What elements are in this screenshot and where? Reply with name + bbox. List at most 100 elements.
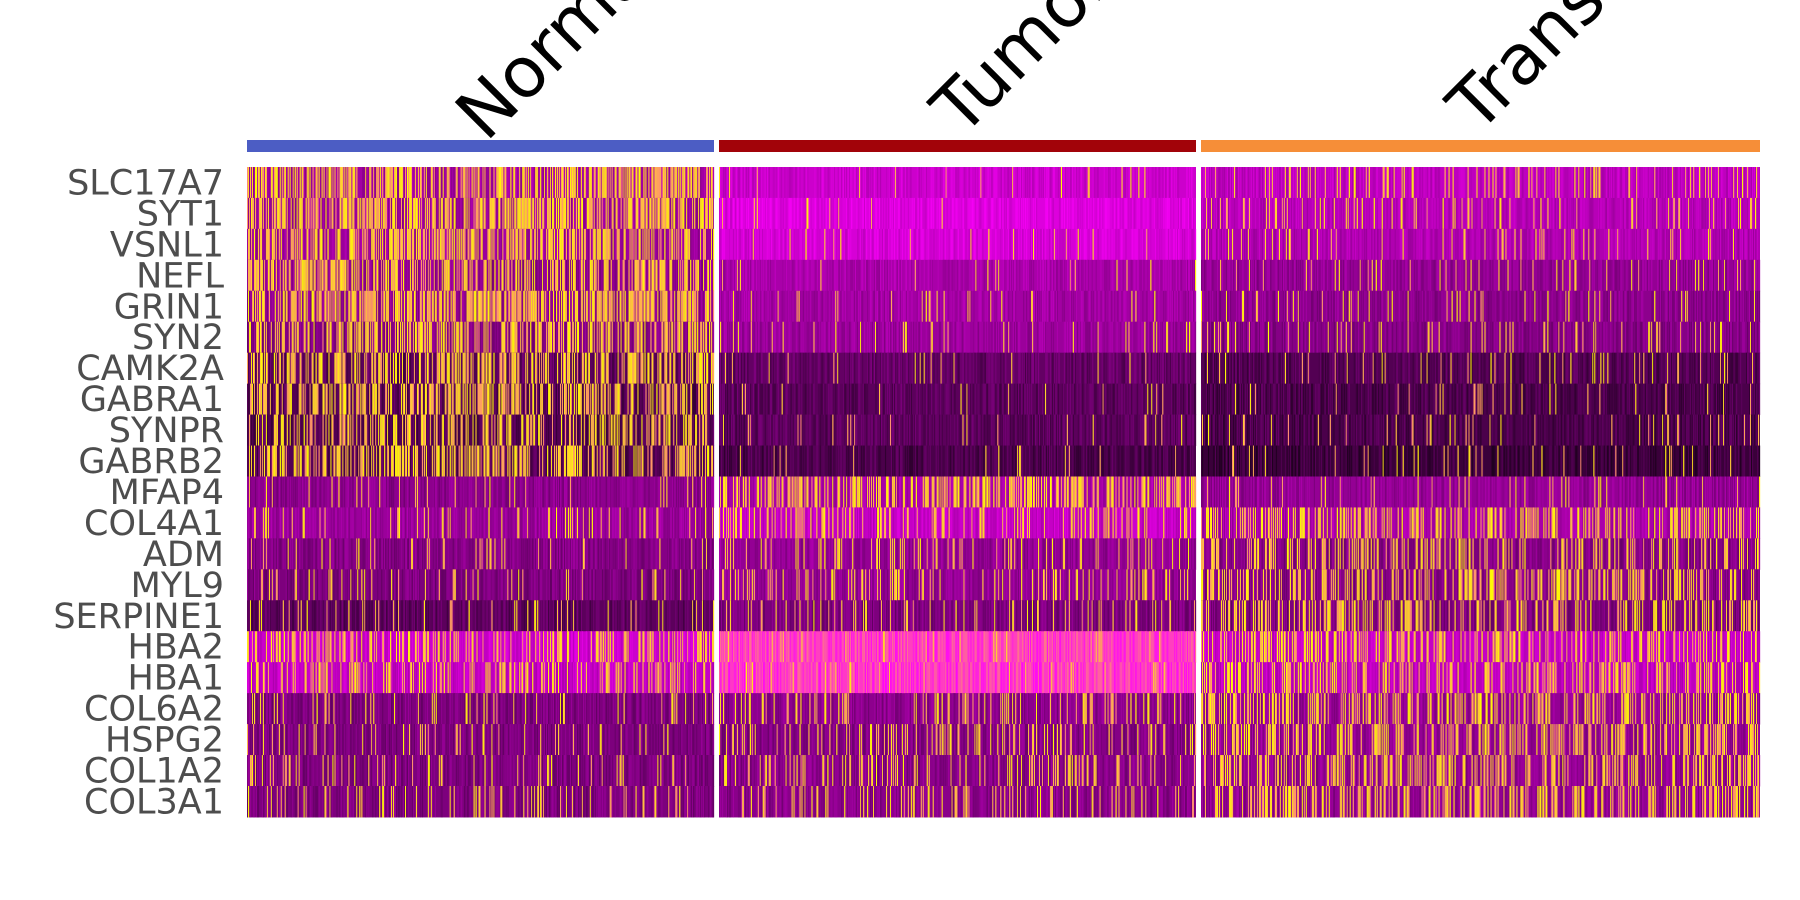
heatmap-cell — [1479, 260, 1480, 291]
heatmap-cell — [1327, 229, 1328, 260]
heatmap-cell — [720, 198, 721, 229]
heatmap-cell — [824, 260, 825, 291]
heatmap-cell — [311, 291, 312, 322]
heatmap-cell — [1376, 167, 1377, 198]
heatmap-cell — [575, 167, 576, 198]
heatmap-cell — [1133, 198, 1134, 229]
heatmap-cell — [1083, 260, 1084, 291]
heatmap-cell — [804, 167, 805, 198]
heatmap-cell — [955, 260, 956, 291]
heatmap-cell — [544, 260, 545, 291]
group-bar-tumor — [719, 140, 1196, 152]
heatmap-cell — [1447, 198, 1448, 229]
heatmap-cell — [1452, 229, 1453, 260]
heatmap-cell — [358, 229, 359, 260]
heatmap-cell — [637, 229, 638, 260]
heatmap-cell — [1227, 260, 1228, 291]
heatmap-cell — [1528, 229, 1529, 260]
heatmap-cell — [381, 291, 382, 322]
heatmap-cell — [382, 260, 383, 291]
heatmap-cell — [863, 198, 864, 229]
heatmap-cell — [875, 260, 876, 291]
heatmap-cell — [1248, 260, 1249, 291]
heatmap-cell — [1216, 198, 1217, 229]
heatmap-cell — [1106, 229, 1107, 260]
heatmap-cell — [468, 229, 469, 260]
heatmap-cell — [1271, 260, 1272, 291]
heatmap-cell — [276, 229, 277, 260]
heatmap-cell — [697, 260, 698, 291]
heatmap-cell — [1728, 198, 1729, 229]
heatmap-cell — [302, 198, 303, 229]
heatmap-cell — [1403, 260, 1404, 291]
heatmap-cell — [255, 291, 256, 322]
heatmap-cell — [806, 198, 807, 229]
heatmap-cell — [762, 229, 763, 260]
heatmap-cell — [578, 167, 579, 198]
heatmap-cell — [1419, 198, 1420, 229]
heatmap-cell — [1401, 198, 1402, 229]
heatmap-cell — [650, 229, 651, 260]
heatmap-cell — [1691, 198, 1692, 229]
heatmap-cell — [600, 167, 601, 198]
heatmap-cell — [688, 229, 689, 260]
heatmap-cell — [1117, 260, 1118, 291]
heatmap-cell — [1723, 229, 1724, 260]
heatmap-cell — [1248, 198, 1249, 229]
heatmap-cell — [1060, 167, 1061, 198]
heatmap-cell — [1524, 198, 1525, 229]
heatmap-cell — [519, 167, 520, 198]
heatmap-cell — [1606, 229, 1607, 260]
heatmap-cell — [323, 291, 324, 322]
heatmap-cell — [1497, 198, 1498, 229]
heatmap-cell — [1567, 198, 1568, 229]
heatmap-cell — [1624, 198, 1625, 229]
heatmap-cell — [1545, 167, 1546, 198]
heatmap-cell — [1651, 229, 1652, 260]
heatmap-cell — [680, 167, 681, 198]
heatmap-cell — [1660, 167, 1661, 198]
heatmap-cell — [464, 198, 465, 229]
heatmap-cell — [1530, 260, 1531, 291]
heatmap-cell — [422, 291, 423, 322]
heatmap-cell — [490, 260, 491, 291]
heatmap-cell — [962, 167, 963, 198]
heatmap-cell — [1057, 260, 1058, 291]
heatmap-cell — [728, 198, 729, 229]
heatmap-cell — [852, 260, 853, 291]
heatmap-cell — [1263, 260, 1264, 291]
heatmap-cell — [1758, 260, 1759, 291]
heatmap-cell — [1741, 198, 1742, 229]
heatmap-cell — [971, 229, 972, 260]
heatmap-cell — [556, 260, 557, 291]
heatmap-cell — [1108, 198, 1109, 229]
heatmap-cell — [274, 229, 275, 260]
heatmap-cell — [1040, 260, 1041, 291]
heatmap-cell — [386, 167, 387, 198]
heatmap-cell — [690, 167, 691, 198]
heatmap-cell — [1070, 167, 1071, 198]
heatmap-cell — [800, 260, 801, 291]
heatmap-cell — [898, 198, 899, 229]
heatmap-cell — [599, 198, 600, 229]
heatmap-cell — [1685, 167, 1686, 198]
heatmap-cell — [499, 198, 500, 229]
heatmap-cell — [1754, 229, 1755, 260]
heatmap-cell — [640, 260, 641, 291]
heatmap-cell — [1509, 198, 1510, 229]
heatmap-cell — [1610, 260, 1611, 291]
heatmap-cell — [326, 167, 327, 198]
heatmap-cell — [554, 167, 555, 198]
heatmap-cell — [615, 260, 616, 291]
heatmap-cell — [844, 260, 845, 291]
heatmap-cell — [1140, 198, 1141, 229]
heatmap-cell — [563, 229, 564, 260]
heatmap-cell — [1286, 229, 1287, 260]
heatmap-cell — [680, 198, 681, 229]
heatmap-cell — [414, 198, 415, 229]
heatmap-cell — [297, 260, 298, 291]
heatmap-cell — [1142, 229, 1143, 260]
heatmap-cell — [1728, 229, 1729, 260]
heatmap-cell — [1516, 229, 1517, 260]
heatmap-cell — [590, 260, 591, 291]
